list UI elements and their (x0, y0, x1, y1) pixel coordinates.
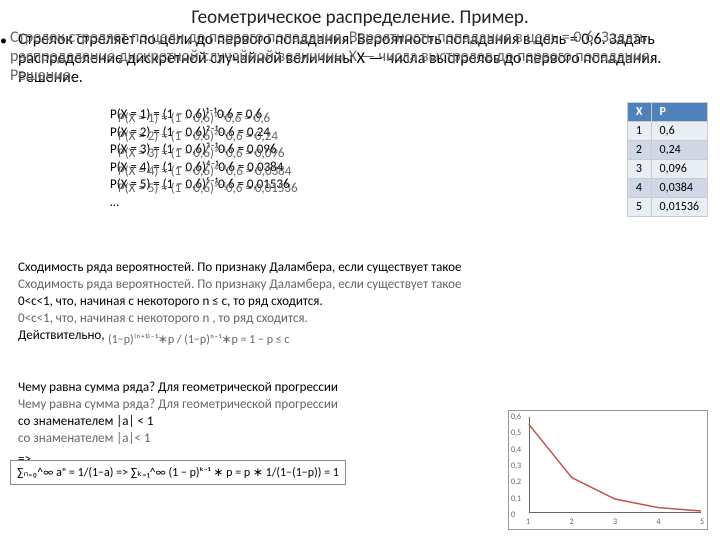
td-x: 1 (627, 122, 651, 141)
eq2-ov: P(X = 2) = (1 − 0,6)²⁻¹0,6 = 0,24 (118, 128, 298, 146)
x-tick: 5 (700, 517, 704, 527)
table-header-row: X P (627, 103, 707, 122)
bullet-icon: • (0, 32, 7, 49)
table-row: 10,6 (627, 122, 707, 141)
eq4-ov: P(X = 4) = (1 − 0,6)⁴⁻¹0,6 = 0,0384 (118, 163, 298, 181)
y-tick: 0,2 (511, 477, 521, 487)
convergence-block: Сходимость ряда вероятностей. По признак… (18, 260, 462, 345)
problem-overlay-text: Стрелок стреляет по цели до первого попа… (10, 28, 653, 66)
td-p: 0,6 (651, 122, 708, 141)
chart-curve (509, 411, 707, 529)
table-row: 40,0384 (627, 179, 707, 198)
y-tick: 0,1 (511, 494, 521, 504)
y-tick: 0,6 (511, 412, 521, 422)
y-tick: 0 (511, 510, 515, 520)
conv-line1: Сходимость ряда вероятностей. По признак… (18, 260, 462, 275)
th-x: X (627, 103, 651, 122)
eq5-ov: P(X = 5) = (1 − 0,6)⁵⁻¹0,6 = 0,01536 (118, 180, 298, 198)
td-x: 3 (627, 160, 651, 179)
td-p: 0,24 (651, 141, 708, 160)
sum-line2-ov: со знаменателем |a|< 1 (18, 431, 338, 446)
sum-line1-ov: Чему равна сумма ряда? Для геометрическо… (18, 397, 338, 412)
eq3-ov: P(X = 3) = (1 − 0,6)³⁻¹0,6 = 0,096 (118, 145, 298, 163)
td-x: 5 (627, 198, 651, 217)
conv-frac: (1−p)⁽ⁿ⁺¹⁾⁻¹∗p / (1−p)ⁿ⁻¹∗p = 1 − p ≤ c (108, 332, 289, 347)
x-tick: 2 (570, 517, 574, 527)
td-p: 0,0384 (651, 179, 708, 198)
y-tick: 0,5 (511, 428, 521, 438)
eq1-ov: P(X = 1) = (1 − 0,6)¹⁻¹0,6 = 0,6 (118, 110, 298, 128)
conv-line1-ov: Сходимость ряда вероятностей. По признак… (18, 277, 462, 292)
sum-line2: со знаменателем |a| < 1 (18, 414, 338, 429)
table-row: 50,01536 (627, 198, 707, 217)
solution-overlay: Решение. (10, 66, 75, 85)
conv-line2: 0<c<1, что, начиная с некоторого n ≤ c, … (18, 294, 462, 309)
conv-line2-ov: 0<c<1, что, начиная с некоторого n , то … (18, 311, 462, 326)
table-row: 30,096 (627, 160, 707, 179)
td-x: 2 (627, 141, 651, 160)
probability-table: X P 10,6 20,24 30,096 40,0384 50,01536 (627, 102, 708, 217)
sum-block: Чему равна сумма ряда? Для геометрическо… (18, 380, 338, 469)
td-p: 0,01536 (651, 198, 708, 217)
y-tick: 0,4 (511, 445, 521, 455)
problem-overlay: Стрелок стреляет по цели до первого попа… (10, 28, 720, 85)
y-tick: 0,3 (511, 461, 521, 471)
final-formula: ∑ₙ₌₀^∞ aⁿ = 1/(1−a) => ∑ₖ₌₁^∞ (1 − p)ᵏ⁻¹… (10, 460, 346, 485)
equations-overlay: P(X = 1) = (1 − 0,6)¹⁻¹0,6 = 0,6 P(X = 2… (118, 110, 298, 198)
page-title: Геометрическое распределение. Пример. (0, 0, 720, 29)
td-p: 0,096 (651, 160, 708, 179)
table-row: 20,24 (627, 141, 707, 160)
td-x: 4 (627, 179, 651, 198)
decay-chart: 0 0,1 0,2 0,3 0,4 0,5 0,6 1 2 3 4 5 (508, 410, 708, 530)
x-tick: 1 (526, 517, 530, 527)
x-tick: 4 (657, 517, 661, 527)
sum-line1: Чему равна сумма ряда? Для геометрическо… (18, 380, 338, 395)
th-p: P (651, 103, 708, 122)
x-tick: 3 (613, 517, 617, 527)
